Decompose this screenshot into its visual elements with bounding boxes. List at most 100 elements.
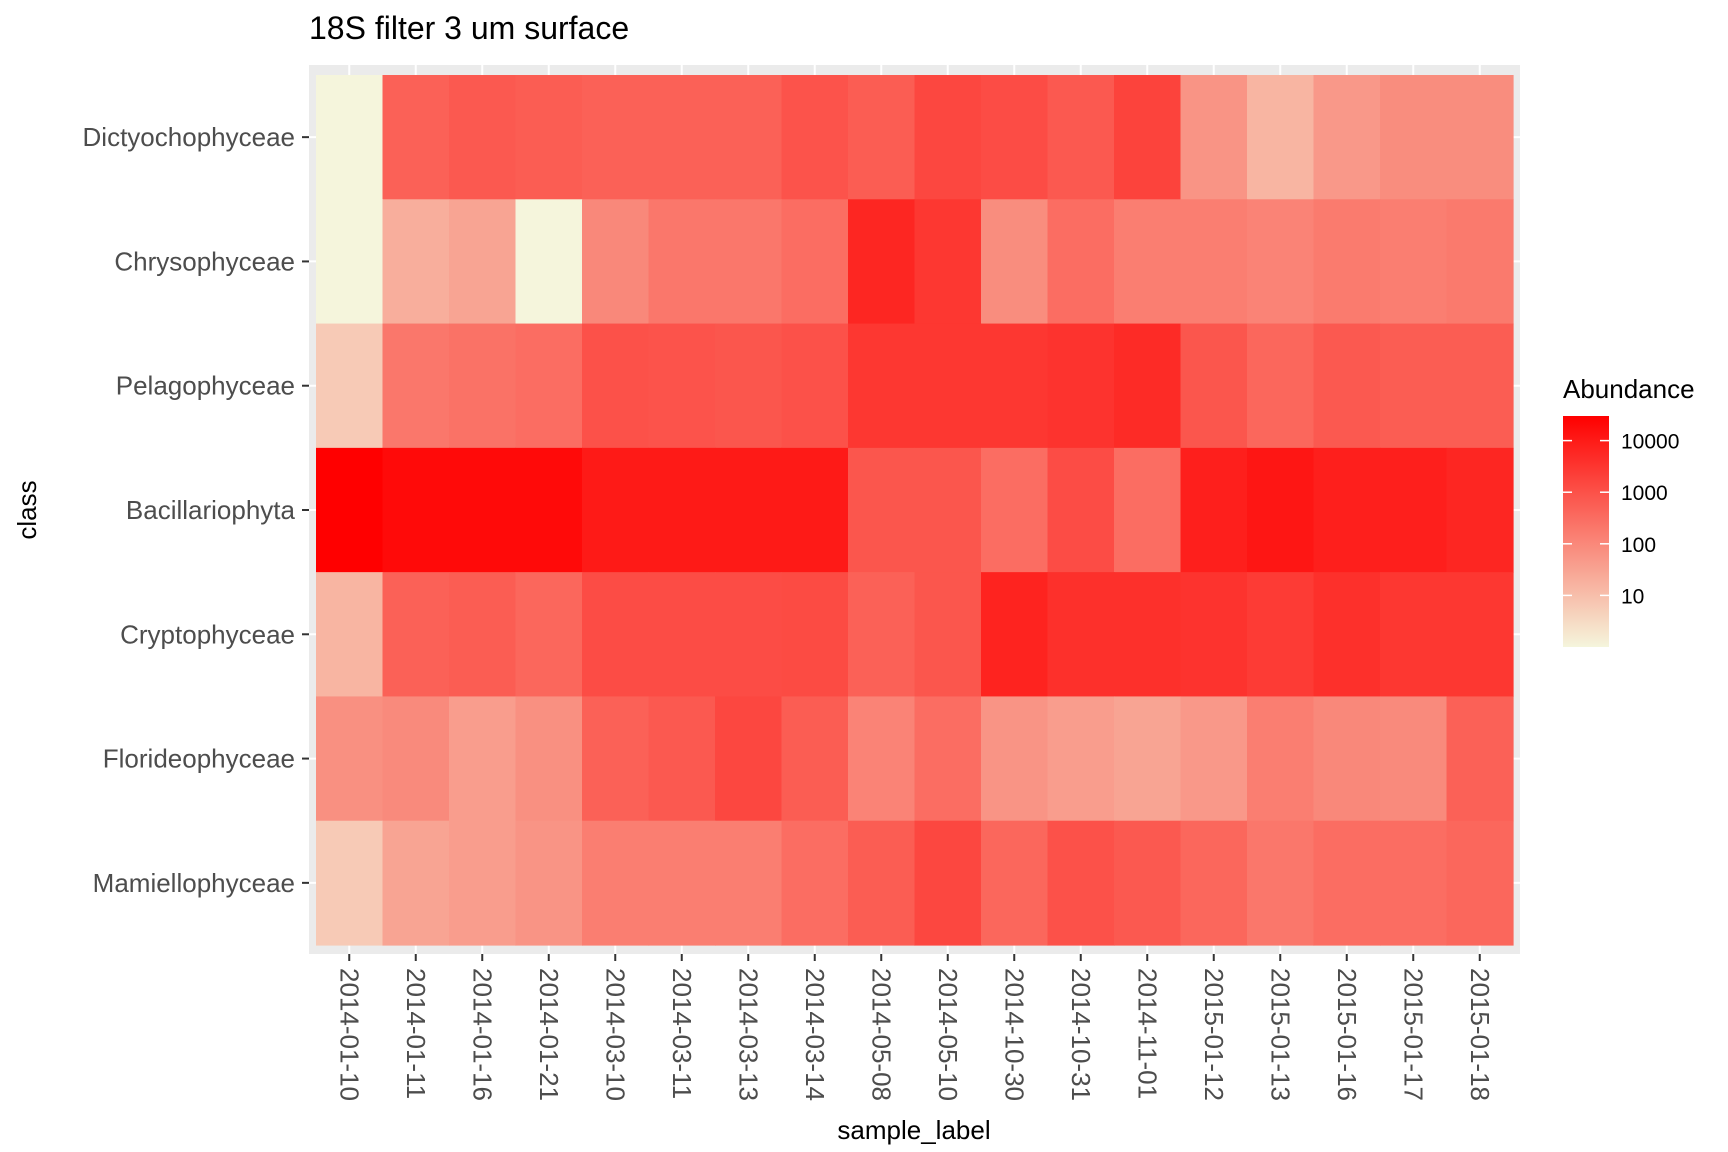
heatmap-cell — [848, 696, 916, 822]
heatmap-cell — [1047, 447, 1115, 573]
heatmap-cell — [981, 696, 1049, 822]
heatmap-cell — [781, 323, 849, 449]
heatmap-cell — [715, 323, 783, 449]
heatmap-cell — [1114, 447, 1182, 573]
heatmap-cell — [1047, 323, 1115, 449]
heatmap-cell — [1313, 75, 1381, 200]
heatmap-cell — [1114, 75, 1182, 200]
heatmap-cell — [382, 696, 450, 822]
heatmap-cell — [1247, 447, 1315, 573]
heatmap-cell — [1313, 199, 1381, 325]
heatmap-cell — [648, 572, 716, 698]
heatmap-cell — [648, 323, 716, 449]
heatmap-cell — [316, 75, 384, 200]
heatmap-cell — [1180, 820, 1248, 946]
heatmap-cell — [848, 820, 916, 946]
legend-ticks: 10000 1000 100 10 — [1563, 431, 1679, 608]
heatmap-cell — [1247, 820, 1315, 946]
heatmap-cell — [981, 572, 1049, 698]
heatmap-cell — [981, 199, 1049, 325]
heatmap-cell — [715, 572, 783, 698]
heatmap-cell — [1380, 323, 1448, 449]
heatmap-cell — [715, 75, 783, 200]
heatmap-cell — [449, 75, 517, 200]
heatmap-cell — [1180, 572, 1248, 698]
heatmap-cell — [1247, 572, 1315, 698]
x-tick-label: 2014-01-10 — [334, 968, 364, 1101]
heatmap-cell — [316, 323, 384, 449]
heatmap-cell — [1446, 447, 1514, 573]
y-tick-label: Bacillariophyta — [126, 495, 296, 525]
x-axis-title: sample_label — [837, 1115, 990, 1145]
heatmap-cell — [582, 323, 650, 449]
heatmap-cell — [848, 75, 916, 200]
heatmap-cell — [382, 447, 450, 573]
x-tick-label: 2014-01-11 — [401, 968, 431, 1099]
heatmap-cell — [715, 199, 783, 325]
heatmap-cell — [515, 696, 583, 822]
heatmap-cell — [1114, 572, 1182, 698]
heatmap-cell — [582, 572, 650, 698]
heatmap-cell — [582, 696, 650, 822]
heatmap-cell — [648, 820, 716, 946]
heatmap-cell — [781, 696, 849, 822]
heatmap-cell — [1114, 199, 1182, 325]
y-tick-label: Mamiellophyceae — [93, 868, 295, 898]
heatmap-cell — [1247, 199, 1315, 325]
heatmap-cell — [781, 75, 849, 200]
legend-tick-label: 10000 — [1621, 431, 1679, 454]
heatmap-cell — [316, 696, 384, 822]
y-axis-title: class — [12, 480, 42, 539]
heatmap-cell — [1446, 696, 1514, 822]
heatmap-cell — [382, 199, 450, 325]
legend-title: Abundance — [1563, 374, 1695, 404]
heatmap-cell — [715, 820, 783, 946]
heatmap-cell — [1380, 572, 1448, 698]
heatmap-cell — [316, 199, 384, 325]
x-tick-label: 2014-03-14 — [800, 968, 830, 1101]
heatmap-cell — [1047, 696, 1115, 822]
x-tick-label: 2015-01-18 — [1465, 968, 1495, 1101]
x-tick-label: 2014-05-08 — [866, 968, 896, 1101]
x-tick-label: 2015-01-12 — [1199, 968, 1229, 1101]
heatmap-cell — [981, 820, 1049, 946]
heatmap-cell — [515, 323, 583, 449]
heatmap-cell — [1114, 696, 1182, 822]
heatmap-cell — [515, 820, 583, 946]
heatmap-cell — [1446, 199, 1514, 325]
x-tick-label: 2015-01-17 — [1398, 968, 1428, 1101]
heatmap-cell — [648, 75, 716, 200]
heatmap-cell — [1247, 323, 1315, 449]
heatmap-cell — [449, 696, 517, 822]
heatmap-cell — [382, 75, 450, 200]
heatmap-cell — [715, 696, 783, 822]
heatmap-cell — [1380, 820, 1448, 946]
heatmap-cell — [1247, 696, 1315, 822]
heatmap-cell — [382, 572, 450, 698]
heatmap-cell — [449, 447, 517, 573]
heatmap-cell — [1380, 696, 1448, 822]
heatmap-cell — [981, 323, 1049, 449]
heatmap-cell — [715, 447, 783, 573]
heatmap-cell — [1446, 323, 1514, 449]
x-tick-label: 2014-03-10 — [600, 968, 630, 1101]
heatmap-cell — [648, 447, 716, 573]
heatmap-cell — [648, 199, 716, 325]
heatmap-cell — [582, 820, 650, 946]
heatmap-cell — [1446, 572, 1514, 698]
x-axis: 2014-01-10 2014-01-11 2014-01-16 2014-01-21… — [334, 954, 1495, 1101]
y-tick-label: Florideophyceae — [103, 744, 295, 774]
legend-tick-label: 1000 — [1621, 482, 1668, 505]
heatmap-cell — [1047, 572, 1115, 698]
x-tick-label: 2015-01-16 — [1332, 968, 1362, 1101]
heatmap-cell — [781, 572, 849, 698]
heatmap-cell — [582, 447, 650, 573]
heatmap-cell — [1446, 820, 1514, 946]
heatmap-cell — [1180, 199, 1248, 325]
heatmap-cell — [449, 820, 517, 946]
heatmap-cell — [848, 199, 916, 325]
heatmap-cell — [382, 820, 450, 946]
heatmap-cell — [1180, 696, 1248, 822]
heatmap-cell — [382, 323, 450, 449]
